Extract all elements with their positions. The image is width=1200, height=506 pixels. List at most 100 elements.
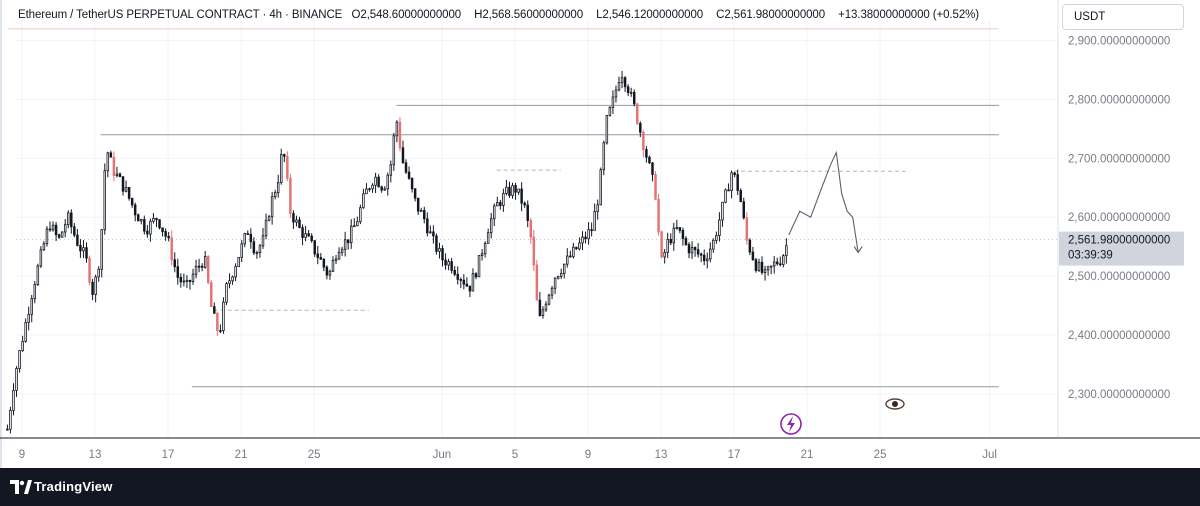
candle-body [57,234,61,238]
candle-body [121,176,125,192]
symbol-legend: Ethereum / TetherUS PERPETUAL CONTRACT ·… [18,9,989,21]
candle-body [231,276,234,282]
candle-body [304,233,307,238]
candle-body [450,261,453,271]
candle-body [611,96,615,108]
candle-body [127,187,131,199]
low-value: 2,546.12000000000 [602,9,704,21]
candle-body [249,233,253,243]
candle-body [508,186,511,196]
candle-body [197,265,201,268]
candle-body [365,188,368,195]
candle-body [152,217,155,222]
candle-body [386,174,389,190]
candle-body [374,176,377,186]
price-projection-drawing[interactable] [788,150,863,254]
candle-body [742,201,746,219]
candle-body [456,273,459,280]
candle-body [313,240,316,255]
candle-body [486,232,490,244]
candle-body [137,214,140,222]
candle-body [283,154,286,157]
candle-body [216,312,219,331]
candle-body [82,247,85,252]
candle-body [605,115,609,144]
time-tick-label: Jun [433,449,452,461]
candle-body [179,277,183,283]
currency-selector[interactable]: USDT [1062,4,1184,30]
candle-body [669,238,672,244]
time-axis[interactable]: 9 13 17 21 25 Jun 5 9 13 17 21 25 Jul [19,449,997,461]
candle-body [572,246,575,257]
candle-body [471,273,475,292]
horizontal-level-lines[interactable] [7,28,1058,388]
candle-body [718,219,721,236]
candle-body [252,241,256,254]
close-label: C [716,9,725,21]
candle-body [520,188,523,204]
time-tick-label: 17 [162,449,175,461]
candle-body [709,248,712,260]
candle-body [651,162,654,175]
candle-body [94,276,97,295]
candle-body [255,252,259,254]
candle-body [343,239,347,250]
candle-body [776,261,779,265]
projection-arrow-head [853,246,863,254]
candle-body [60,231,64,238]
candle-body [499,202,502,206]
candle-body [97,268,100,278]
candle-body [706,258,709,262]
candle-body [130,197,134,206]
candle-body [550,287,554,296]
candle-body [118,173,122,178]
price-tick-label: 2,800.00000000000 [1068,94,1170,106]
candle-body [33,284,37,300]
candle-body [237,256,240,267]
candle-body [353,225,356,228]
candlestick-series [6,71,788,434]
candle-body [587,229,590,240]
time-tick-label: Jul [982,449,997,461]
candle-body [687,244,691,254]
candle-body [222,301,225,331]
chart-pane[interactable] [0,0,1200,468]
symbol-title[interactable]: Ethereum / TetherUS PERPETUAL CONTRACT ·… [18,9,343,21]
tradingview-logo-icon[interactable] [10,480,32,494]
tradingview-brand[interactable]: TradingView [34,479,113,494]
candle-body [785,245,788,257]
candle-body [310,235,313,242]
candle-body [672,227,676,244]
candle-body [751,251,755,261]
candle-body [334,258,338,261]
price-axis[interactable]: 2,300.00000000000 2,400.00000000000 2,500.… [1068,36,1170,401]
flash-event-icon[interactable] [780,413,802,435]
candle-body [331,259,335,272]
candle-body [541,309,545,316]
candle-body [553,277,557,289]
candle-body [203,256,207,268]
candle-body [124,187,128,192]
candle-body [468,285,472,292]
candle-body [426,218,429,234]
candle-body [164,231,167,237]
eye-icon[interactable] [885,398,905,410]
candle-body [191,273,195,282]
candle-body [392,135,396,166]
candle-body [316,253,320,258]
candle-body [416,197,420,212]
projection-path[interactable] [788,150,859,253]
open-label: O [351,9,361,21]
candle-body [258,245,262,253]
candle-body [438,248,441,252]
chart-canvas[interactable]: 2,300.00000000000 2,400.00000000000 2,500.… [0,0,1200,468]
candle-body [569,255,572,258]
candle-body [432,231,435,237]
candle-body [176,266,180,278]
candle-body [763,269,767,273]
price-tick-label: 2,700.00000000000 [1068,153,1170,165]
candle-body [140,219,143,222]
candle-body [465,283,469,287]
candle-body [167,235,170,239]
candle-body [666,238,669,253]
